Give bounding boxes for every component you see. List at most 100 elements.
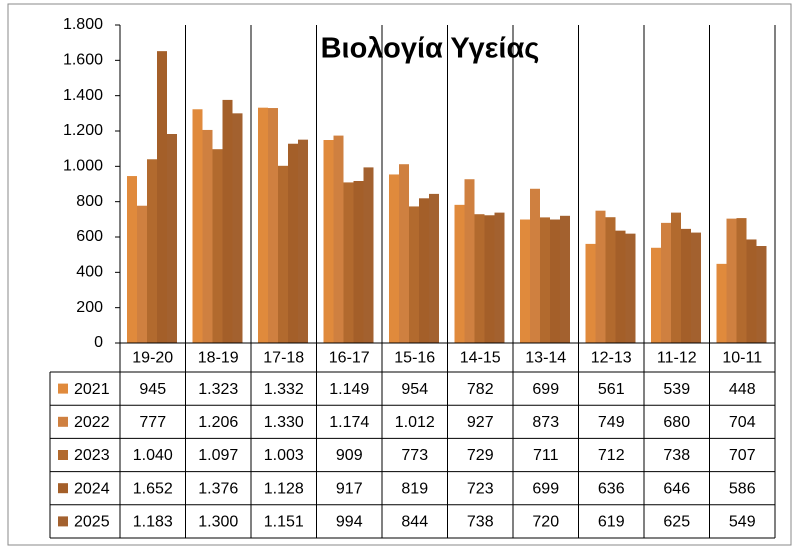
table-value: 994	[336, 514, 363, 531]
bar	[454, 204, 465, 343]
bar	[651, 247, 661, 343]
table-value: 711	[533, 447, 559, 464]
table-value: 917	[336, 480, 363, 497]
y-tick-label: 1.400	[63, 87, 103, 104]
bar	[464, 179, 475, 343]
bar	[258, 107, 268, 344]
bar	[736, 218, 747, 343]
table-value: 712	[598, 447, 625, 464]
bar	[278, 165, 288, 343]
legend-label: 2023	[74, 447, 110, 464]
table-value: 729	[467, 447, 494, 464]
bar	[212, 149, 223, 343]
bar	[192, 109, 203, 344]
legend-label: 2024	[74, 480, 110, 497]
table-value: 704	[729, 414, 756, 431]
bar	[540, 217, 550, 343]
table-value: 873	[532, 414, 559, 431]
bar	[585, 243, 596, 343]
x-tick-label: 13-14	[525, 350, 566, 367]
legend-label: 2022	[74, 414, 110, 431]
table-value: 1.149	[329, 381, 369, 398]
bar	[726, 218, 737, 343]
bar	[484, 215, 495, 343]
bar	[409, 206, 419, 343]
table-value: 909	[336, 447, 363, 464]
bar	[399, 164, 409, 343]
table-value: 619	[598, 514, 625, 531]
bar	[530, 188, 540, 343]
bar	[494, 212, 505, 343]
table-value: 1.151	[264, 514, 304, 531]
table-value: 927	[467, 414, 494, 431]
table-value: 1.206	[198, 414, 238, 431]
bar	[550, 219, 560, 343]
table-value: 1.097	[198, 447, 238, 464]
bar	[222, 99, 233, 343]
bar	[474, 214, 485, 343]
table-value: 720	[532, 514, 559, 531]
bar	[661, 222, 671, 343]
bar	[127, 176, 137, 343]
y-tick-label: 600	[76, 228, 103, 245]
x-tick-label: 10-11	[722, 350, 762, 367]
bar	[333, 135, 344, 343]
bar	[746, 239, 757, 343]
bar	[353, 180, 364, 343]
table-value: 1.323	[198, 381, 238, 398]
table-value: 561	[598, 381, 625, 398]
bar	[147, 159, 157, 343]
bar	[756, 246, 767, 343]
legend-swatch	[58, 416, 68, 427]
x-tick-label: 11-12	[657, 350, 697, 367]
table-value: 1.300	[198, 514, 238, 531]
x-tick-label: 14-15	[460, 350, 501, 367]
bar	[671, 212, 681, 343]
y-tick-label: 0	[94, 334, 103, 351]
y-tick-label: 800	[76, 193, 103, 210]
bar	[389, 174, 399, 343]
table-value: 738	[663, 447, 690, 464]
bar	[202, 129, 213, 343]
bar	[268, 108, 278, 344]
bar	[681, 228, 691, 343]
legend-label: 2021	[74, 381, 110, 398]
table-value: 636	[598, 480, 625, 497]
table-value: 1.003	[264, 447, 304, 464]
table-value: 738	[467, 514, 494, 531]
table-value: 1.376	[198, 480, 238, 497]
table-value: 1.012	[395, 414, 435, 431]
x-tick-label: 19-20	[132, 350, 173, 367]
bar	[167, 134, 177, 343]
table-value: 1.183	[133, 514, 173, 531]
table-value: 699	[532, 480, 559, 497]
table-value: 782	[467, 381, 494, 398]
bar	[429, 193, 439, 343]
bar	[560, 215, 570, 343]
y-tick-label: 1.200	[63, 122, 103, 139]
legend-swatch	[58, 516, 68, 527]
y-tick-label: 1.600	[63, 52, 103, 69]
bar	[716, 263, 727, 343]
table-value: 699	[532, 381, 559, 398]
bar	[595, 210, 606, 343]
table-value: 1.128	[264, 480, 304, 497]
y-tick-label: 400	[76, 264, 103, 281]
x-tick-label: 12-13	[591, 350, 632, 367]
bar	[363, 167, 374, 343]
x-tick-label: 16-17	[329, 350, 370, 367]
table-value: 945	[139, 381, 166, 398]
table-value: 749	[598, 414, 625, 431]
table-value: 539	[663, 381, 690, 398]
table-value: 1.652	[133, 480, 173, 497]
chart-title: Βιολογία Υγείας	[321, 33, 540, 65]
legend-label: 2025	[74, 514, 110, 531]
table-value: 954	[401, 381, 428, 398]
bar	[288, 143, 298, 343]
bar	[343, 182, 354, 343]
table-value: 1.040	[133, 447, 173, 464]
table-value: 680	[663, 414, 690, 431]
table-value: 773	[401, 447, 428, 464]
x-tick-label: 18-19	[198, 350, 239, 367]
